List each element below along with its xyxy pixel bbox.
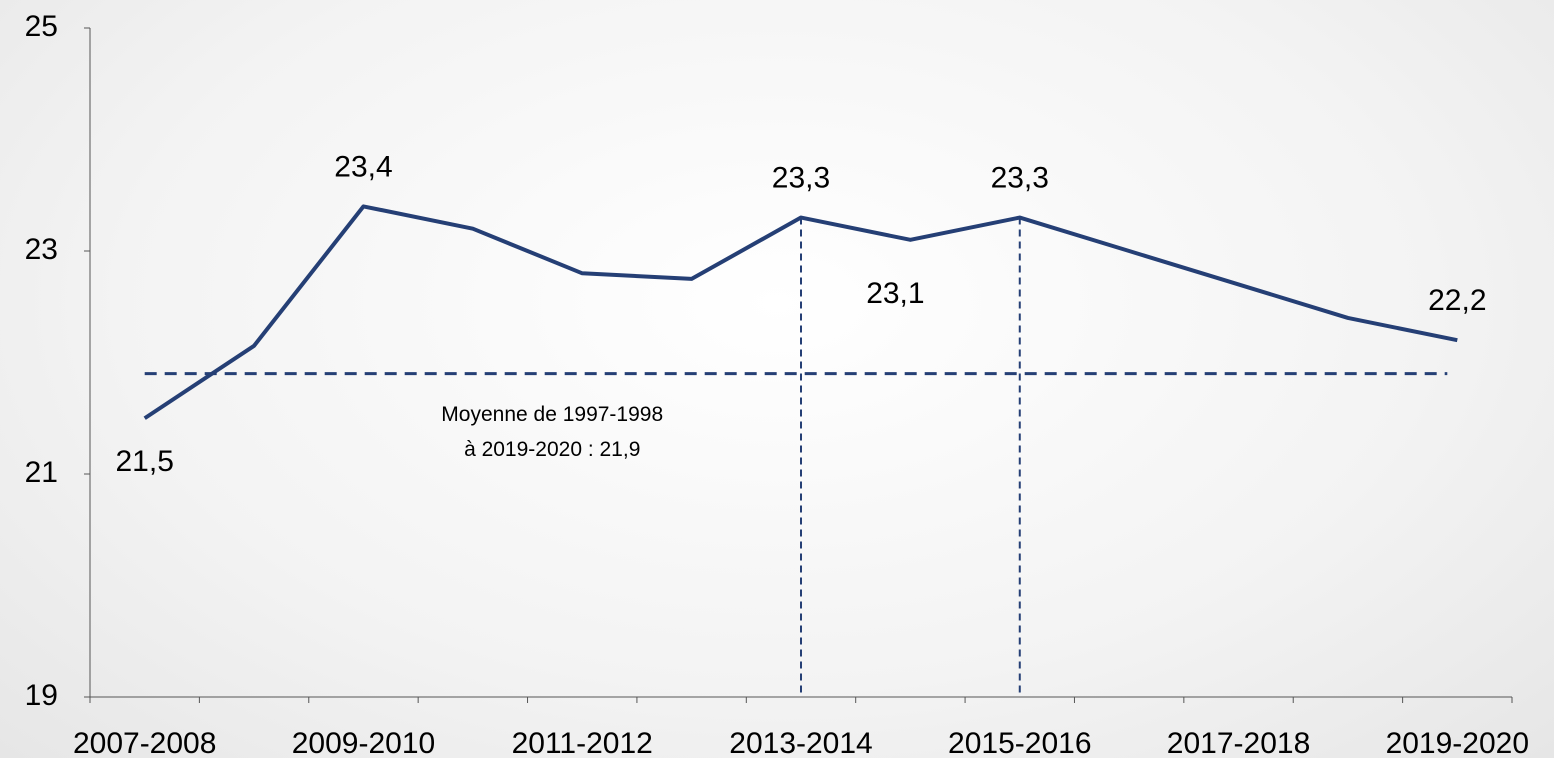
value-label: 23,1 — [866, 277, 924, 310]
y-tick-label: 23 — [25, 233, 58, 266]
x-tick-label: 2009-2010 — [292, 727, 435, 758]
value-label: 23,3 — [991, 161, 1049, 194]
x-tick-label: 2013-2014 — [729, 727, 872, 758]
mean-annotation: à 2019-2020 : 21,9 — [464, 438, 640, 461]
y-tick-label: 25 — [25, 10, 58, 43]
x-tick-label: 2011-2012 — [512, 727, 653, 758]
x-tick-label: 2007-2008 — [73, 727, 216, 758]
x-tick-label: 2015-2016 — [948, 727, 1091, 758]
y-tick-label: 21 — [25, 456, 58, 489]
data-line — [143, 204, 1458, 420]
value-label: 21,5 — [115, 445, 173, 478]
y-tick-label: 19 — [25, 679, 58, 712]
value-label: 22,2 — [1428, 284, 1486, 317]
x-tick-label: 2017-2018 — [1167, 727, 1310, 758]
value-label: 23,3 — [772, 161, 830, 194]
value-label: 23,4 — [334, 150, 392, 183]
x-tick-label: 2019-2020 — [1386, 727, 1529, 758]
mean-annotation: Moyenne de 1997-1998 — [441, 403, 663, 426]
